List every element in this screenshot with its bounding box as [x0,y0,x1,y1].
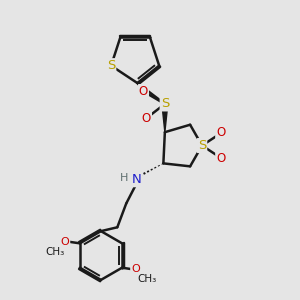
Text: H: H [120,173,128,183]
Text: S: S [161,98,169,110]
Polygon shape [162,104,168,132]
Text: O: O [216,126,225,139]
Text: CH₃: CH₃ [137,274,156,284]
Text: N: N [132,173,142,186]
Text: O: O [61,237,69,247]
Text: O: O [131,264,140,274]
Text: O: O [142,112,151,125]
Text: CH₃: CH₃ [46,247,65,257]
Text: S: S [107,59,115,72]
Text: O: O [139,85,148,98]
Text: O: O [216,152,225,165]
Text: S: S [198,139,206,152]
